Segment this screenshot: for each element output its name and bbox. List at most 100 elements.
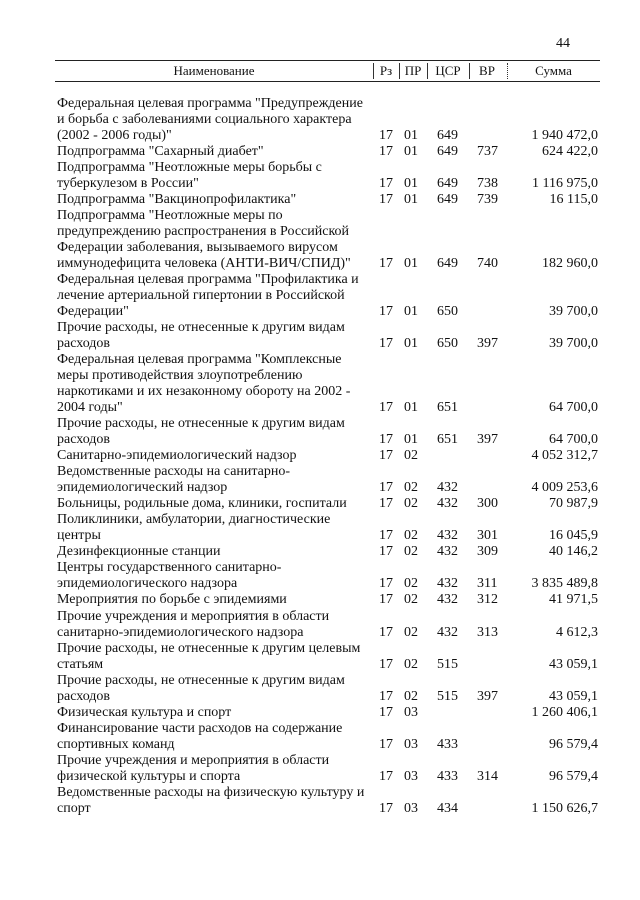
row-name: Подпрограмма "Неотложные меры по предупр… [57, 208, 351, 272]
row-pr: 02 [404, 448, 418, 464]
row-sum: 1 116 975,0 [532, 176, 598, 192]
row-sum: 40 146,2 [549, 544, 598, 560]
row-vr: 397 [477, 688, 498, 704]
row-rz: 17 [379, 592, 393, 608]
row-vr: 309 [477, 544, 498, 560]
row-csr: 651 [437, 400, 458, 416]
row-rz: 17 [379, 432, 393, 448]
row-name: Подпрограмма "Сахарный диабет" [57, 144, 264, 160]
table-row: Больницы, родильные дома, клиники, госпи… [57, 496, 600, 512]
header-sum: Сумма [535, 63, 572, 78]
row-pr: 01 [404, 192, 418, 208]
row-name: Прочие расходы, не отнесенные к другим в… [57, 672, 345, 704]
row-pr: 02 [404, 544, 418, 560]
row-pr: 01 [404, 304, 418, 320]
row-vr: 397 [477, 336, 498, 352]
row-csr: 649 [437, 144, 458, 160]
row-rz: 17 [379, 480, 393, 496]
header-divider [399, 63, 400, 79]
row-name: Мероприятия по борьбе с эпидемиями [57, 592, 287, 608]
table-row: Прочие расходы, не отнесенные к другим в… [57, 320, 600, 352]
row-csr: 432 [437, 544, 458, 560]
table-row: Прочие расходы, не отнесенные к другим в… [57, 416, 600, 448]
row-vr: 314 [477, 768, 498, 784]
row-pr: 01 [404, 432, 418, 448]
table-row: Ведомственные расходы на санитарно- эпид… [57, 464, 600, 496]
row-name: Центры государственного санитарно- эпиде… [57, 560, 282, 592]
row-pr: 01 [404, 128, 418, 144]
row-rz: 17 [379, 128, 393, 144]
row-csr: 515 [437, 688, 458, 704]
header-divider [427, 63, 428, 79]
row-sum: 4 052 312,7 [531, 448, 599, 464]
table-row: Подпрограмма "Сахарный диабет" 17 01 649 737… [57, 144, 600, 160]
row-name: Больницы, родильные дома, клиники, госпи… [57, 496, 347, 512]
row-pr: 01 [404, 176, 418, 192]
header-pr: ПР [404, 63, 422, 78]
row-rz: 17 [379, 688, 393, 704]
row-name: Федеральная целевая программа "Комплексн… [57, 352, 351, 416]
row-csr: 432 [437, 528, 458, 544]
row-name: Санитарно-эпидемиологический надзор [57, 448, 297, 464]
table-row: Прочие расходы, не отнесенные к другим ц… [57, 641, 600, 673]
row-sum: 96 579,4 [549, 736, 598, 752]
table-row: Центры государственного санитарно- эпиде… [57, 560, 600, 592]
row-csr: 432 [437, 624, 458, 640]
row-sum: 182 960,0 [542, 256, 598, 272]
table-row: Ведомственные расходы на физическую куль… [57, 785, 600, 817]
row-csr: 649 [437, 176, 458, 192]
row-rz: 17 [379, 544, 393, 560]
row-sum: 1 940 472,0 [531, 128, 599, 144]
header-divider [373, 63, 374, 79]
row-csr: 432 [437, 496, 458, 512]
row-name: Ведомственные расходы на физическую куль… [57, 784, 365, 816]
row-vr: 397 [477, 432, 498, 448]
row-sum: 43 059,1 [549, 688, 598, 704]
table-row: Физическая культура и спорт 17 03 1 260 406… [57, 705, 600, 721]
row-pr: 02 [404, 480, 418, 496]
row-pr: 02 [404, 528, 418, 544]
row-csr: 433 [437, 768, 458, 784]
header-divider [507, 63, 508, 79]
row-csr: 432 [437, 480, 458, 496]
row-csr: 650 [437, 336, 458, 352]
row-vr: 312 [477, 592, 498, 608]
row-name: Прочие учреждения и мероприятия в област… [57, 752, 330, 784]
row-sum: 39 700,0 [549, 304, 598, 320]
row-pr: 02 [404, 656, 418, 672]
header-csr: ЦСР [435, 63, 461, 78]
header-rz: Рз [379, 63, 393, 78]
row-pr: 01 [404, 336, 418, 352]
row-csr: 649 [437, 128, 458, 144]
row-rz: 17 [379, 192, 393, 208]
row-rz: 17 [379, 304, 393, 320]
row-sum: 4 009 253,6 [531, 480, 599, 496]
row-sum: 16 045,9 [549, 528, 598, 544]
row-rz: 17 [379, 704, 393, 720]
row-csr: 432 [437, 592, 458, 608]
row-rz: 17 [379, 656, 393, 672]
table-header: Наименование Рз ПР ЦСР ВР Сумма [55, 60, 600, 82]
table-row: Федеральная целевая программа "Комплексн… [57, 352, 600, 416]
row-vr: 313 [477, 624, 498, 640]
table-row: Прочие расходы, не отнесенные к другим в… [57, 673, 600, 705]
row-sum: 16 115,0 [549, 192, 598, 208]
table-row: Подпрограмма "Неотложные меры по предупр… [57, 208, 600, 272]
row-name: Федеральная целевая программа "Профилакт… [57, 272, 359, 320]
row-pr: 02 [404, 688, 418, 704]
row-name: Прочие расходы, не отнесенные к другим ц… [57, 640, 361, 672]
table-row: Подпрограмма "Вакцинопрофилактика" 17 01 64… [57, 192, 600, 208]
row-pr: 03 [404, 736, 418, 752]
row-sum: 1 260 406,1 [531, 704, 599, 720]
row-pr: 01 [404, 400, 418, 416]
row-pr: 01 [404, 144, 418, 160]
row-name: Федеральная целевая программа "Предупреж… [57, 96, 363, 144]
row-csr: 515 [437, 656, 458, 672]
row-csr: 433 [437, 736, 458, 752]
row-pr: 03 [404, 704, 418, 720]
row-rz: 17 [379, 176, 393, 192]
table-row: Прочие учреждения и мероприятия в област… [57, 609, 600, 641]
table-row: Финансирование части расходов на содержа… [57, 721, 600, 753]
row-pr: 02 [404, 576, 418, 592]
row-rz: 17 [379, 144, 393, 160]
